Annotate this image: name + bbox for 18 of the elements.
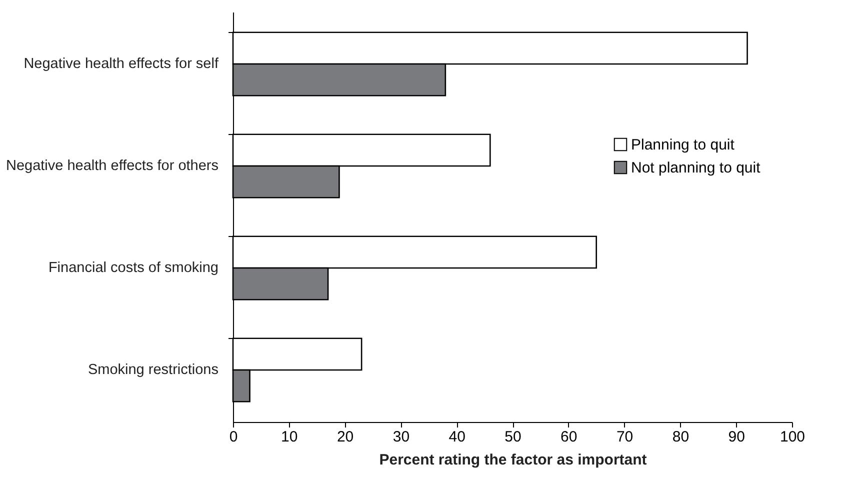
x-tick-label: 40	[448, 428, 466, 446]
y-tick-label: Financial costs of smoking	[48, 260, 218, 276]
x-tick-label: 30	[392, 428, 410, 446]
x-tick-label: 0	[229, 428, 238, 446]
x-tick-label: 100	[780, 428, 806, 446]
x-tick-label: 90	[728, 428, 745, 446]
x-axis-title: Percent rating the factor as important	[379, 452, 647, 468]
x-tick-label: 80	[672, 428, 690, 446]
y-tick-label: Negative health effects for self	[24, 56, 220, 72]
x-tick-label: 60	[560, 428, 578, 446]
x-tick-label: 70	[616, 428, 634, 446]
x-tick-label: 10	[281, 428, 298, 446]
y-tick-label: Negative health effects for others	[6, 158, 218, 174]
legend-label: Planning to quit	[631, 136, 736, 154]
y-tick-label: Smoking restrictions	[88, 362, 218, 378]
x-tick-label: 20	[336, 428, 354, 446]
x-tick-label: 50	[504, 428, 522, 446]
legend-label: Not planning to quit	[631, 160, 762, 176]
